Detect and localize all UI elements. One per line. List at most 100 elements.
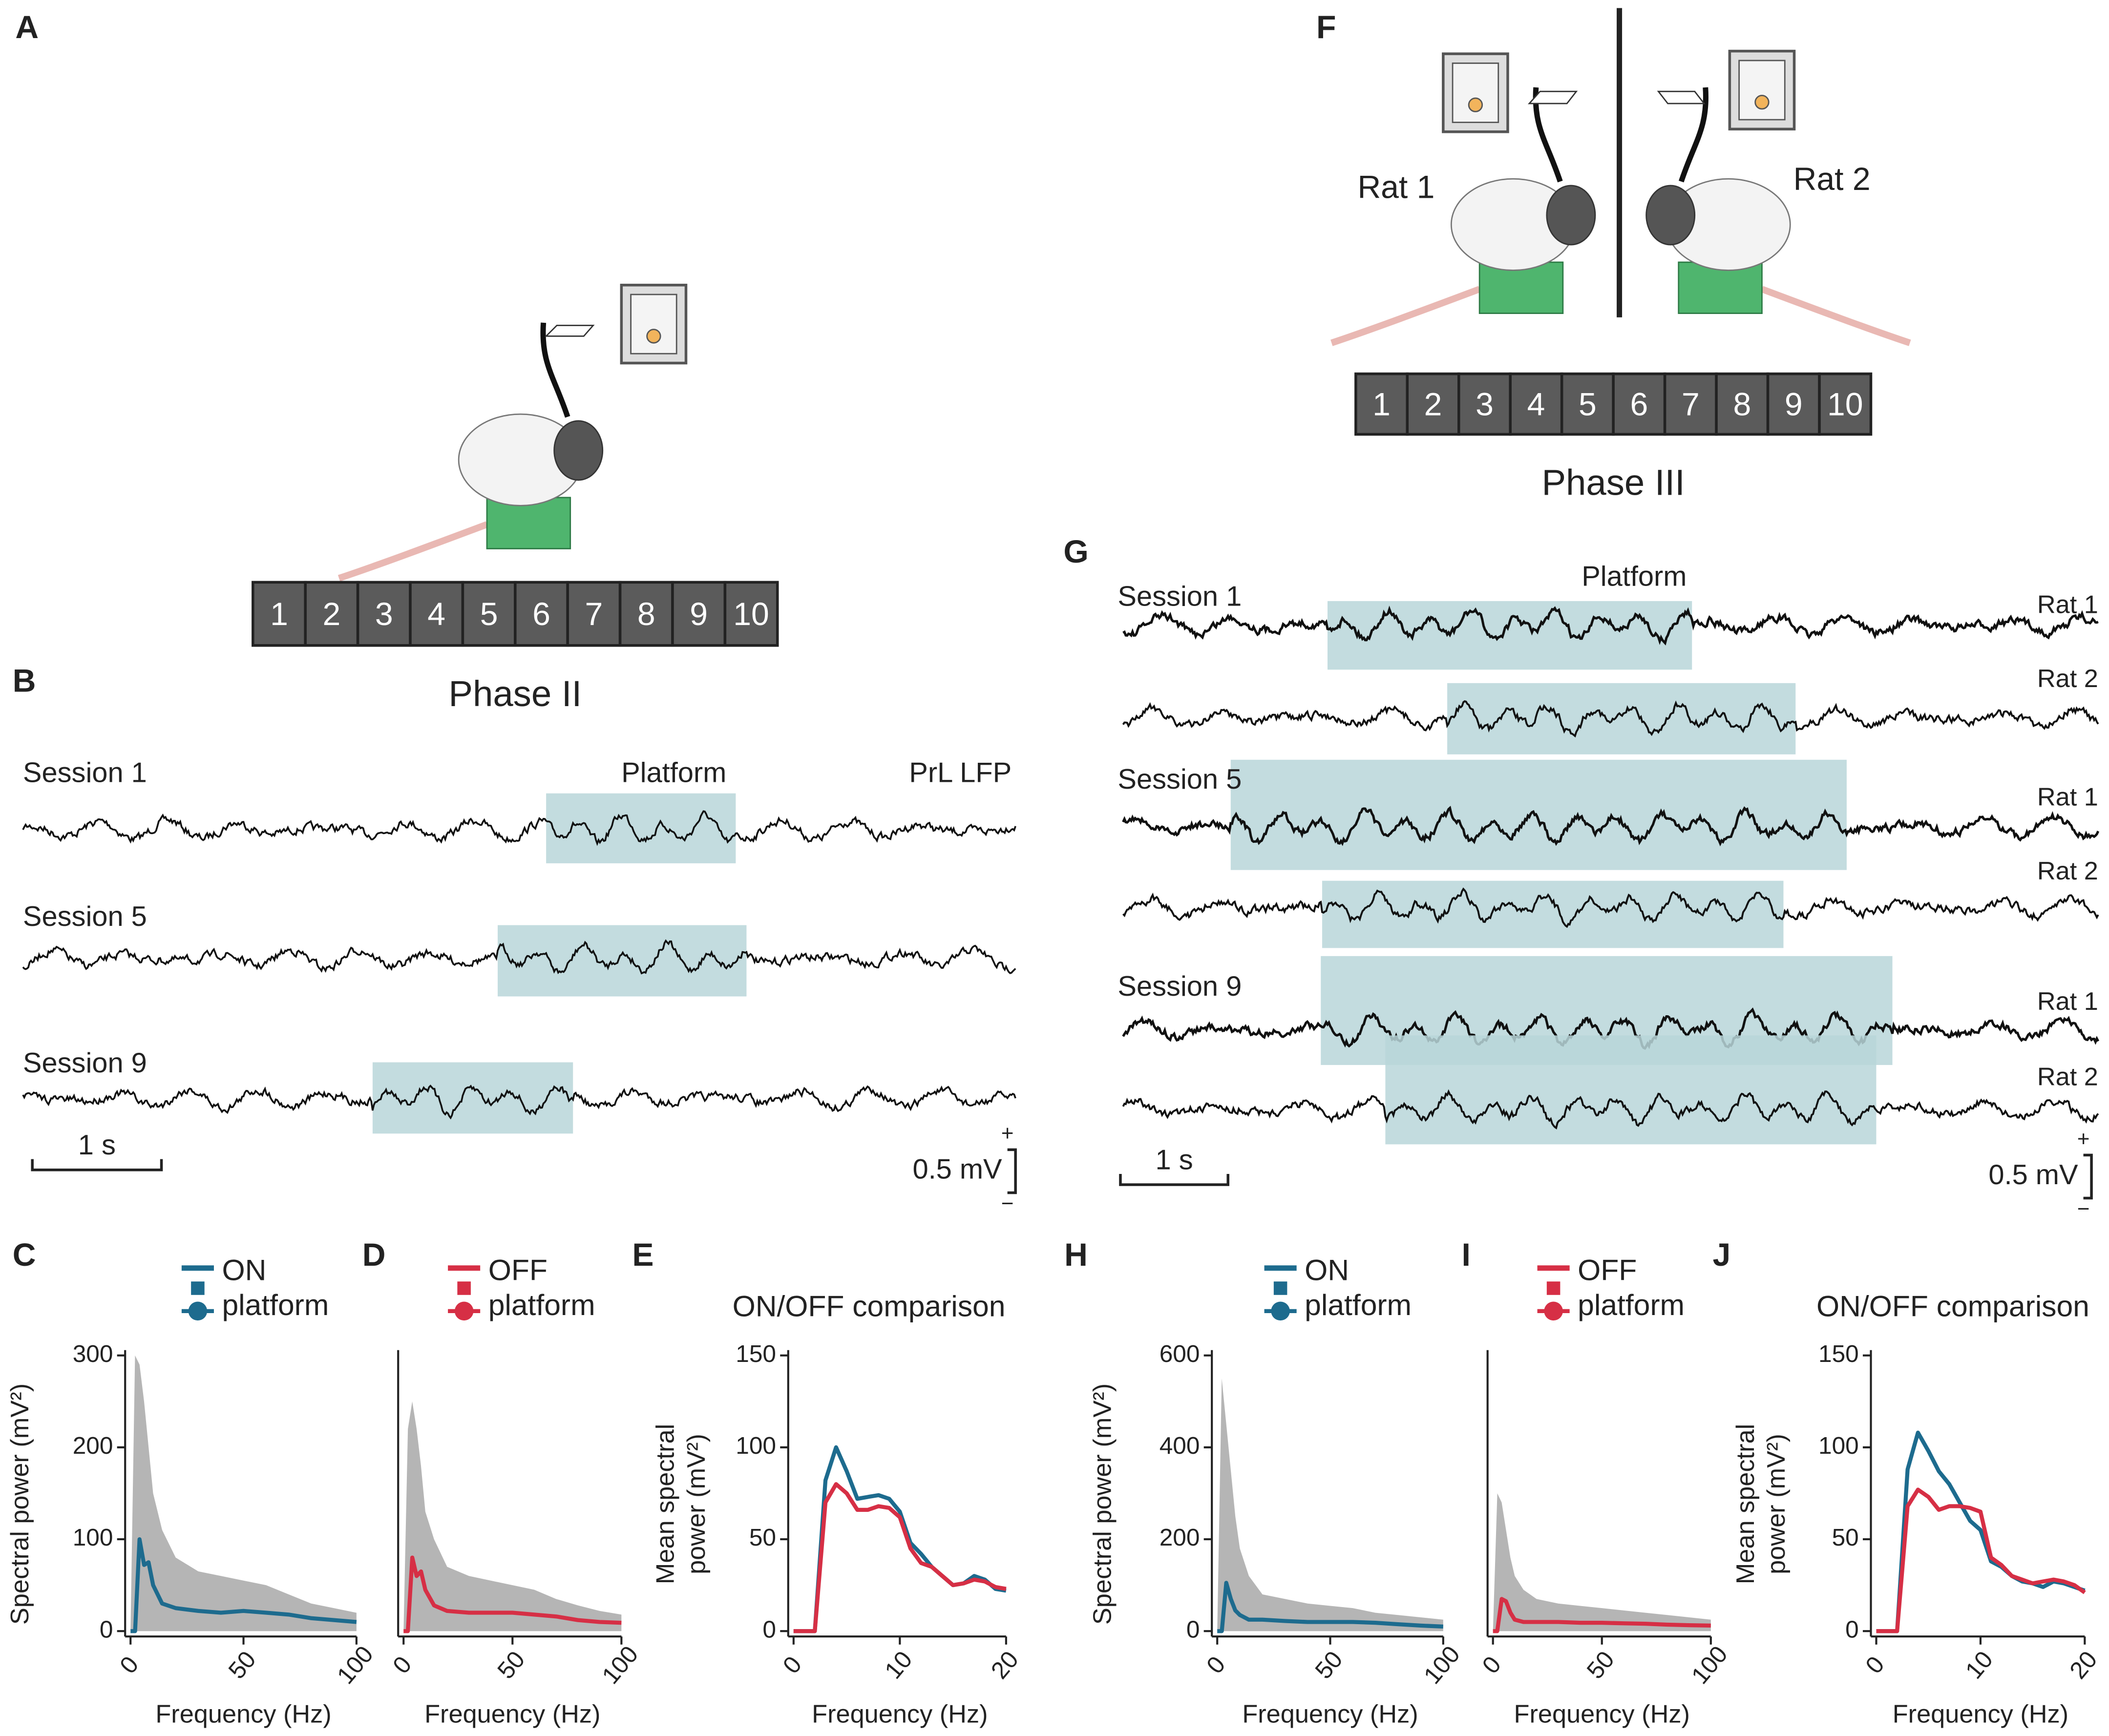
platform-shade [497, 925, 747, 997]
session-number: 4 [1527, 386, 1545, 422]
series-line [1876, 1487, 2086, 1633]
panel-letter: B [13, 663, 36, 699]
y-tick-label: 100 [1818, 1432, 1859, 1459]
lever [1657, 90, 1706, 105]
voltage-scale-label: 0.5 mV [1988, 1159, 2078, 1191]
x-tick-label: 0 [114, 1651, 144, 1679]
session-label: Session 5 [23, 901, 147, 932]
x-tick-label: 10 [879, 1646, 917, 1684]
lfp-trace [22, 810, 1016, 846]
session-number: 3 [1476, 386, 1494, 422]
y-tick-label: 50 [749, 1524, 776, 1551]
voltage-scale-bar [1007, 1148, 1017, 1194]
session-label: Session 9 [1118, 971, 1242, 1002]
rat-label: Rat 2 [1793, 161, 1871, 197]
voltage-scale-bar [2083, 1153, 2093, 1200]
legend-label-box: ON platform [1305, 1253, 1412, 1322]
session-number: 2 [323, 596, 341, 632]
y-axis-label: Mean spectral power (mV²) [652, 1423, 712, 1585]
time-scale-label: 1 s [1156, 1144, 1193, 1175]
tail [1330, 286, 1481, 346]
y-axis-label-box: Mean spectral power (mV²) [1732, 1424, 1792, 1585]
x-tick-label: 100 [596, 1641, 643, 1689]
session-number: 5 [1579, 386, 1597, 422]
x-tick-label: 0 [1201, 1651, 1231, 1679]
rat-trace-label: Rat 2 [2037, 665, 2098, 693]
y-axis-label-box: Mean spectral power (mV²) [652, 1423, 712, 1585]
y-tick-label: 150 [736, 1340, 776, 1367]
x-axis-label: Frequency (Hz) [812, 1700, 988, 1729]
y-axis-label-box: Spectral power (mV²) [7, 1383, 35, 1625]
session-box [723, 581, 779, 647]
session-number: 8 [1733, 386, 1751, 422]
legend-label-box: ON platform [222, 1253, 329, 1322]
legend-marker [1544, 1301, 1563, 1321]
session-label: Session 5 [1118, 764, 1242, 795]
session-number: 7 [585, 596, 603, 632]
spread-area [1493, 1493, 1711, 1631]
session-box [304, 581, 359, 647]
session-label: Session 1 [1118, 581, 1242, 612]
rat-head [553, 420, 604, 481]
legend-label: OFF platform [488, 1253, 595, 1322]
session-box [1715, 372, 1770, 436]
series-line [1217, 1581, 1443, 1633]
spread-area [403, 1401, 622, 1631]
platform-label: Platform [1582, 561, 1687, 592]
lfp-trace [1122, 1007, 2100, 1050]
lever [1527, 90, 1578, 105]
x-tick-label: 100 [332, 1641, 379, 1689]
rat-trace-label: Rat 1 [2037, 987, 2098, 1016]
panel-letter: G [1063, 534, 1088, 570]
y-tick-label: 600 [1160, 1340, 1200, 1367]
series-line [130, 1537, 357, 1633]
session-box [356, 581, 412, 647]
session-box [1457, 372, 1512, 436]
light [646, 329, 661, 344]
session-box [514, 581, 569, 647]
y-tick-label: 0 [762, 1615, 776, 1643]
session-box [671, 581, 727, 647]
tail [1761, 286, 1911, 346]
y-tick-label: 200 [73, 1432, 113, 1459]
lfp-trace [1122, 606, 2099, 646]
x-tick-label: 50 [1582, 1646, 1620, 1684]
session-box [461, 581, 517, 647]
session-box [252, 581, 307, 647]
y-axis-label: Spectral power (mV²) [1089, 1383, 1118, 1625]
spread-area [1217, 1378, 1443, 1631]
session-number: 2 [1424, 386, 1442, 422]
legend-label: ON platform [222, 1253, 329, 1322]
lfp-trace [1122, 806, 2100, 847]
session-box [1818, 372, 1873, 436]
legend-marker [454, 1301, 474, 1321]
y-tick-label: 0 [100, 1615, 113, 1643]
chart-title: ON/OFF comparison [1816, 1289, 2089, 1322]
time-scale-bar [31, 1159, 163, 1171]
legend-marker [188, 1301, 208, 1321]
phase-label: Phase II [448, 673, 582, 714]
session-number: 10 [1827, 386, 1863, 422]
time-scale-bar [1119, 1173, 1229, 1186]
plus-sign: + [1001, 1122, 1014, 1146]
legend-square [1546, 1281, 1561, 1295]
lfp-trace [1122, 1089, 2099, 1129]
lfp-trace [22, 1085, 1016, 1120]
series-line [403, 1555, 622, 1633]
series-line [793, 1445, 1007, 1633]
minus-sign: − [1001, 1192, 1014, 1215]
legend-label-box: OFF platform [488, 1253, 595, 1322]
x-tick-label: 100 [1686, 1641, 1733, 1689]
voltage-scale-label: 0.5 mV [912, 1154, 1002, 1185]
panel-letter: J [1712, 1237, 1730, 1273]
platform-shade [1385, 1035, 1877, 1145]
tail [337, 521, 488, 582]
session-box [618, 581, 674, 647]
platform-shade [546, 793, 736, 863]
session-number: 6 [532, 596, 550, 632]
y-tick-label: 100 [736, 1432, 776, 1459]
panel-letter: C [13, 1237, 36, 1273]
screen-inner [630, 293, 677, 355]
x-tick-label: 50 [223, 1646, 261, 1684]
